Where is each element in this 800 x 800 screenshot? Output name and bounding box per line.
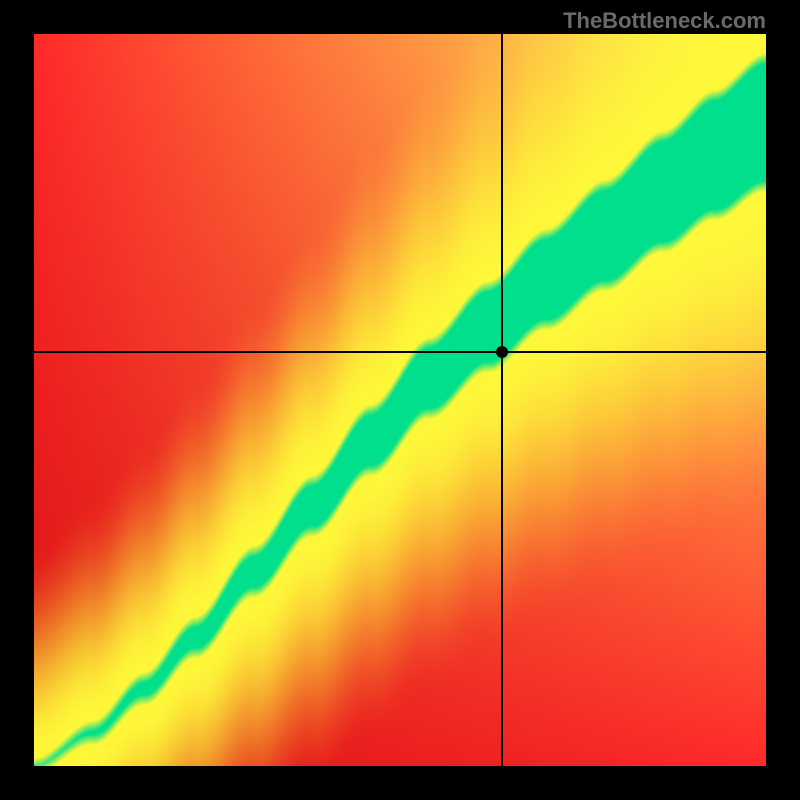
crosshair-horizontal bbox=[34, 351, 766, 353]
watermark-text: TheBottleneck.com bbox=[563, 8, 766, 34]
crosshair-vertical bbox=[501, 34, 503, 766]
marker-dot bbox=[496, 346, 508, 358]
heatmap-canvas bbox=[34, 34, 766, 766]
bottleneck-heatmap bbox=[34, 34, 766, 766]
